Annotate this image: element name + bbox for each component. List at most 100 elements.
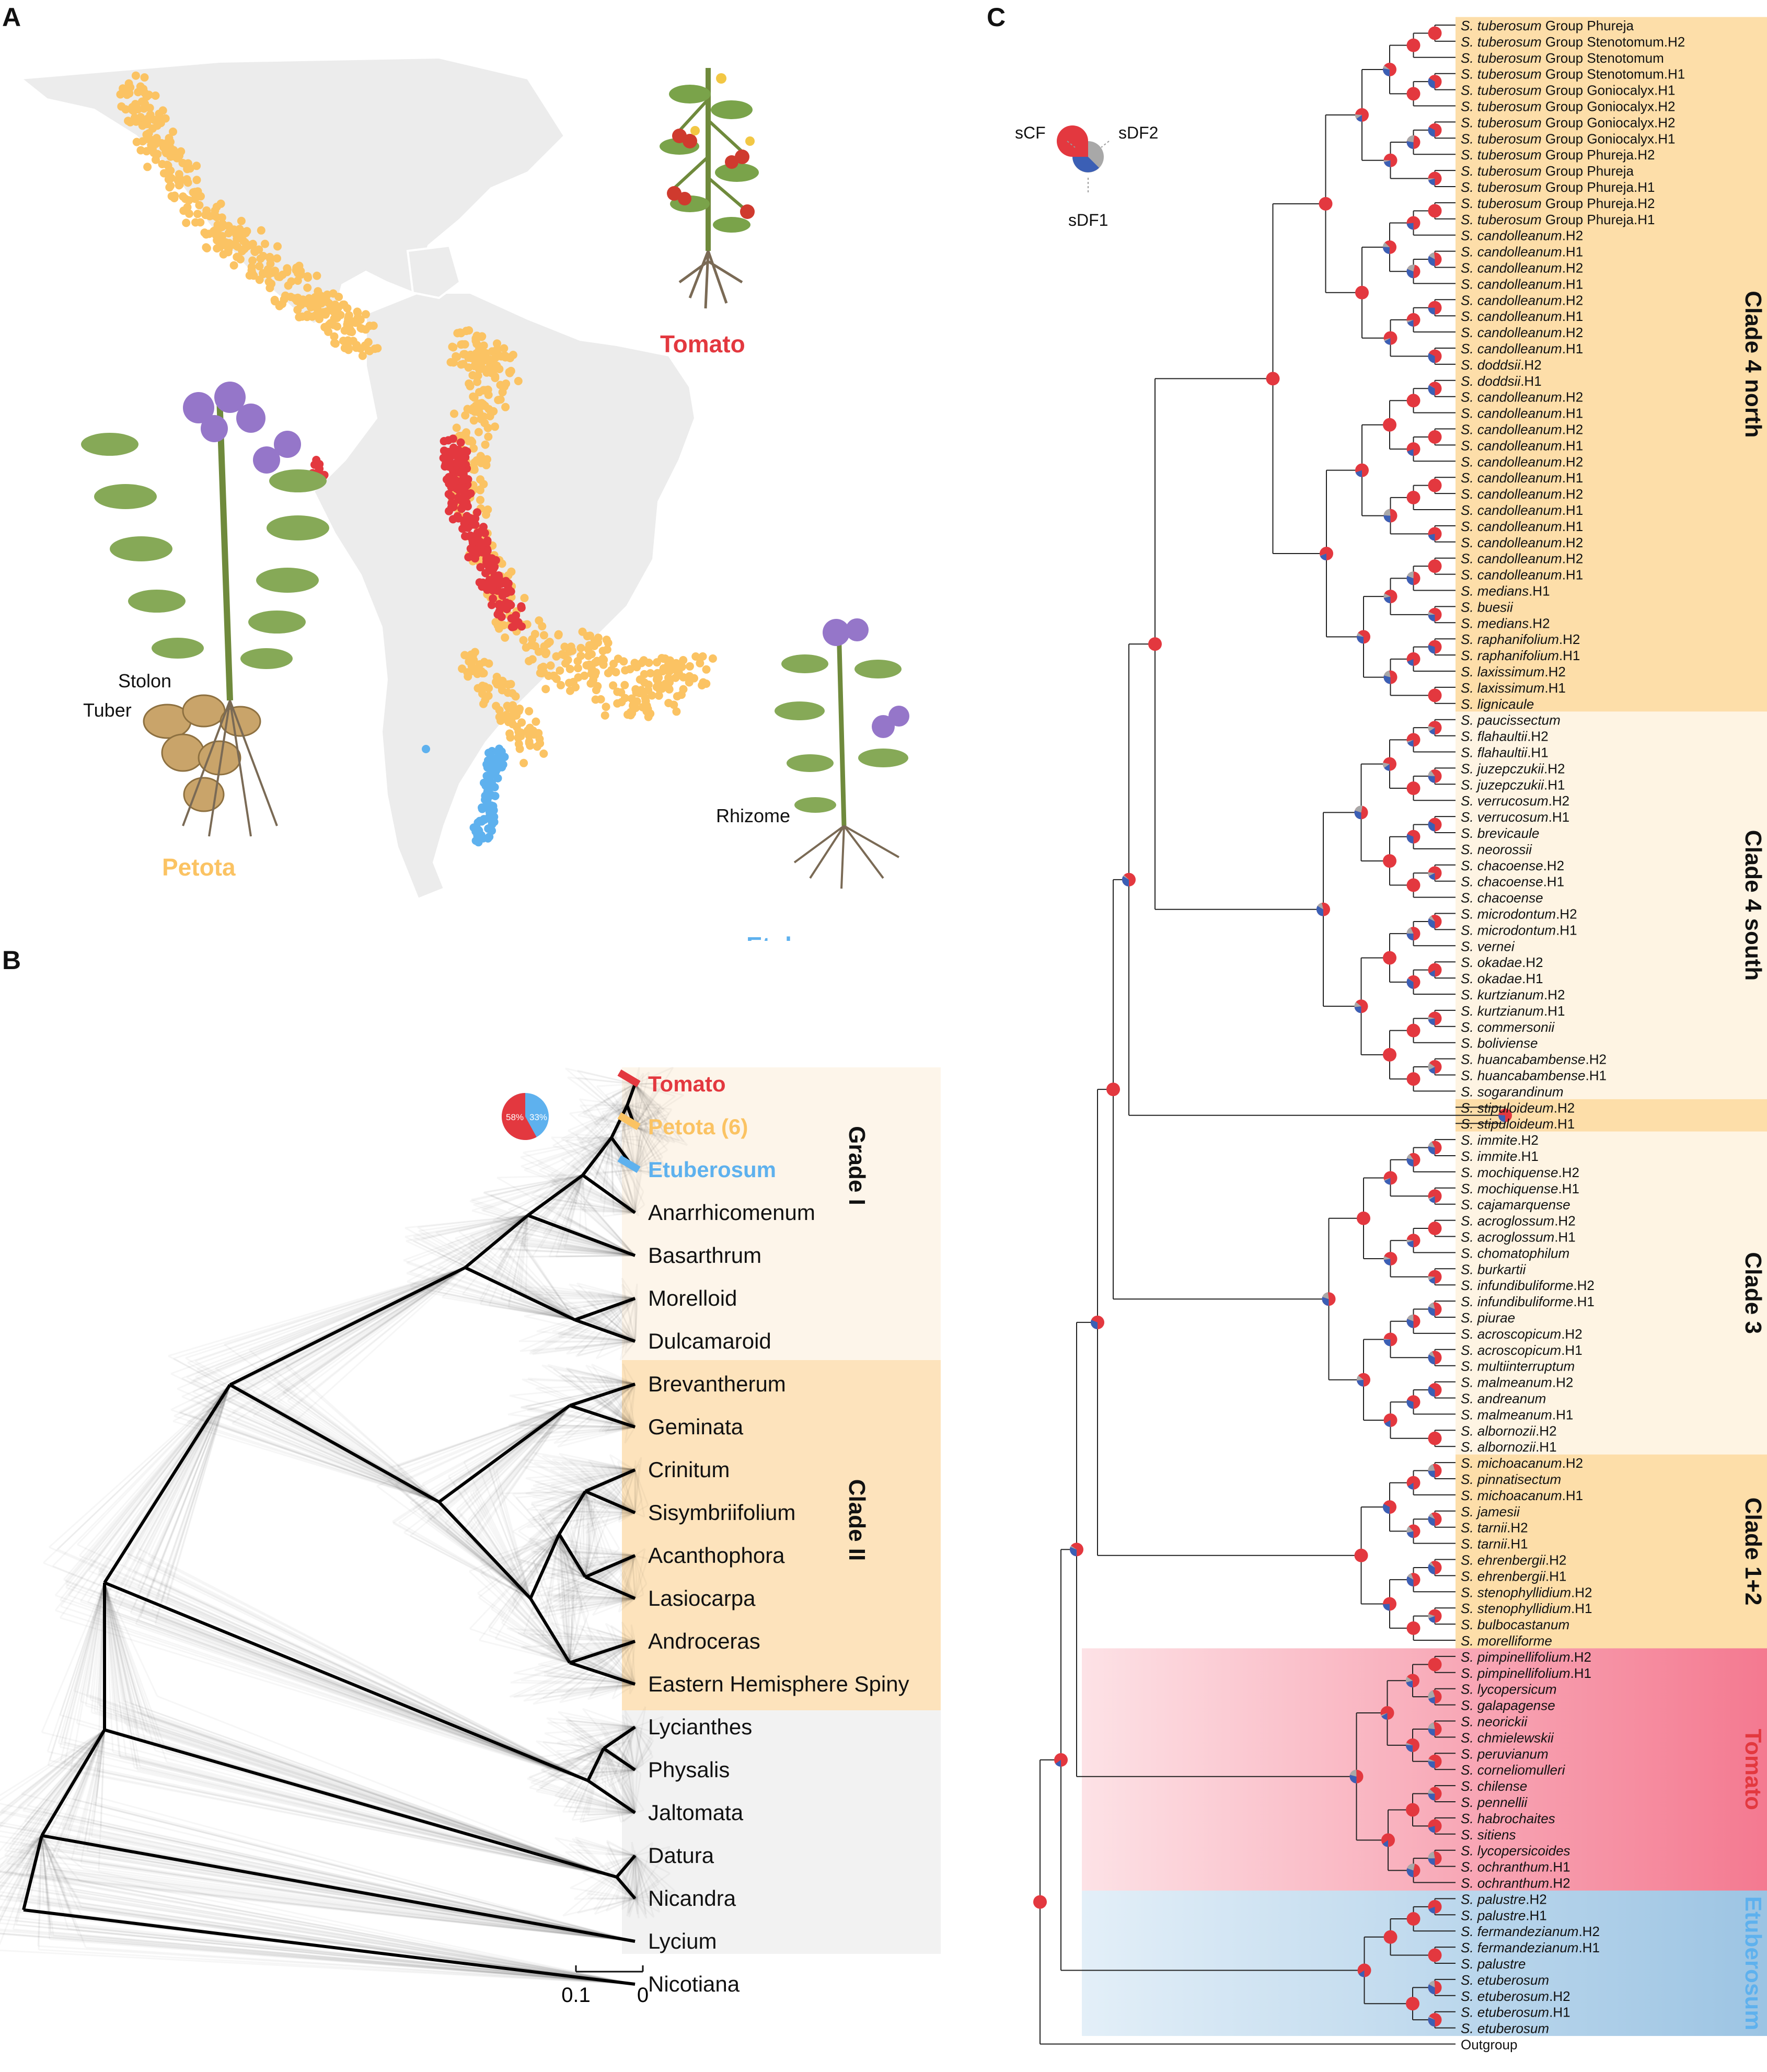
occurrence-dot: [457, 329, 466, 338]
occurrence-dot: [495, 602, 504, 610]
occurrence-dot: [481, 440, 490, 449]
concordance-pie: [1406, 1912, 1420, 1926]
concordance-pie: [1406, 975, 1420, 989]
concordance-pie: [1406, 38, 1420, 52]
occurrence-dot: [698, 652, 707, 661]
occurrence-dot: [702, 665, 711, 674]
tip-label: S. candolleanum.H1: [1461, 406, 1583, 421]
tip-label: S. chmielewskii: [1461, 1730, 1554, 1745]
taxon-label: Androceras: [648, 1629, 760, 1653]
legend-sdf1: sDF1: [1068, 211, 1108, 229]
occurrence-dot: [497, 352, 506, 361]
occurrence-dot: [471, 514, 480, 523]
occurrence-dot: [344, 318, 353, 327]
occurrence-dot: [514, 740, 523, 749]
stolon-label: Stolon: [118, 670, 171, 692]
occurrence-dot: [483, 505, 492, 514]
occurrence-dot: [165, 167, 174, 176]
tip-label: S. immite.H1: [1461, 1148, 1539, 1164]
occurrence-dot: [446, 475, 455, 483]
tip-label: S. laxissimum.H2: [1461, 664, 1566, 680]
etuberosum-map-label: Etuberosum: [746, 932, 886, 941]
occurrence-dot: [613, 699, 622, 708]
taxon-label: Eastern Hemisphere Spiny: [648, 1672, 909, 1696]
concordance-pie: [1428, 818, 1442, 832]
occurrence-dot: [544, 639, 552, 648]
occurrence-dot: [657, 654, 666, 663]
occurrence-dot: [451, 450, 460, 459]
occurrence-dot: [447, 492, 455, 501]
clade-band: [1082, 1890, 1767, 2036]
occurrence-dot: [522, 643, 530, 652]
taxon-label: Sisymbriifolium: [648, 1500, 795, 1525]
concordance-pie: [1428, 1189, 1442, 1203]
taxon-label: Datura: [648, 1843, 714, 1868]
concordance-pie: [1122, 872, 1136, 887]
tip-label: S. lycopersicum: [1461, 1682, 1557, 1697]
support-pie: 58% 33%: [501, 1092, 549, 1140]
occurrence-dot: [229, 261, 238, 270]
occurrence-dot: [460, 340, 469, 349]
concordance-pie: [1428, 1351, 1442, 1365]
tip-label: S. palustre.H1: [1461, 1907, 1547, 1923]
concordance-pie: [1319, 197, 1333, 211]
occurrence-dot: [329, 320, 338, 329]
concordance-pie: [1406, 442, 1420, 456]
tip-label: S. tuberosum Group Phureja.H1: [1461, 179, 1655, 195]
occurrence-dot: [507, 614, 516, 623]
concordance-pie: [1406, 1234, 1420, 1248]
tip-label: S. morelliforme: [1461, 1633, 1552, 1649]
tip-label: S. malmeanum.H1: [1461, 1407, 1573, 1422]
occurrence-dot: [495, 576, 504, 585]
concordance-pie: [1322, 1292, 1336, 1306]
occurrence-dot: [165, 183, 174, 192]
concordance-pie: [1428, 1560, 1442, 1574]
occurrence-dot: [461, 517, 470, 526]
taxon-label: Lycianthes: [648, 1714, 752, 1739]
concordance-pie: [1406, 313, 1420, 327]
occurrence-dot: [237, 216, 246, 225]
occurrence-dot: [151, 91, 160, 100]
occurrence-dot: [585, 641, 594, 650]
tip-label: S. neorossii: [1461, 842, 1532, 857]
concordance-pie: [1428, 1690, 1442, 1704]
concordance-pie: [1428, 349, 1442, 363]
tip-label: S. buesii: [1461, 599, 1514, 615]
concordance-pie: [1381, 1833, 1395, 1847]
occurrence-dot: [472, 665, 481, 674]
occurrence-dot: [578, 627, 587, 636]
concordance-pie: [1406, 1621, 1420, 1635]
occurrence-dot: [303, 283, 312, 292]
tip-label: S. laxissimum.H1: [1461, 680, 1566, 696]
occurrence-dot: [484, 390, 493, 399]
colored-tip-branch: [617, 1155, 641, 1173]
concordance-pie: [1357, 1963, 1371, 1977]
occurrence-dot: [477, 817, 486, 826]
occurrence-dot: [264, 278, 273, 286]
occurrence-dot: [541, 650, 550, 659]
occurrence-dot: [238, 247, 247, 256]
occurrence-dot: [453, 512, 462, 521]
occurrence-dot: [591, 671, 599, 680]
occurrence-dot: [264, 270, 273, 279]
concordance-pie: [1383, 757, 1396, 771]
occurrence-dot: [571, 683, 580, 692]
taxon-label: Petota (6): [648, 1114, 748, 1139]
concordance-pie: [1428, 914, 1442, 928]
occurrence-dot: [502, 577, 510, 585]
occurrence-points: [116, 71, 717, 847]
tip-label: S. verrucosum.H1: [1461, 809, 1569, 825]
tip-label: S. tuberosum Group Goniocalyx.H2: [1461, 99, 1675, 114]
tip-label: S. galapagense: [1461, 1698, 1555, 1713]
taxon-label: Etuberosum: [648, 1157, 776, 1182]
concordance-pie: [1320, 547, 1333, 561]
occurrence-dot: [517, 603, 526, 612]
tip-label: S. chacoense.H2: [1461, 858, 1564, 873]
tip-label: S. candolleanum.H2: [1461, 454, 1583, 469]
scale-label-0-1: 0.1: [561, 1984, 591, 2007]
occurrence-dot: [653, 673, 662, 682]
concordance-pie: [1428, 2013, 1442, 2027]
occurrence-dot: [256, 254, 265, 263]
tip-label: S. tarnii.H1: [1461, 1536, 1528, 1552]
occurrence-dot: [513, 706, 522, 715]
